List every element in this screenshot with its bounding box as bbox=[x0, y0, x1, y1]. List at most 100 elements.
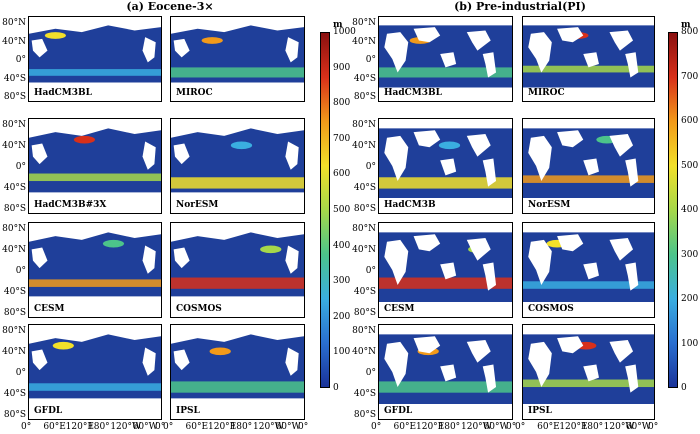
landmass bbox=[31, 143, 48, 165]
lat-tick-label: 40°N bbox=[352, 347, 376, 357]
lon-tick-label: 60°W bbox=[132, 422, 158, 432]
mixed-layer-band bbox=[523, 379, 654, 388]
lon-tick-label: 60°W bbox=[625, 422, 652, 432]
landmass bbox=[583, 158, 599, 176]
landmass bbox=[440, 158, 457, 176]
lat-tick-label: 40°S bbox=[3, 287, 26, 297]
landmass bbox=[466, 30, 491, 51]
landmass bbox=[173, 143, 190, 165]
left-panel-hadcm3bl: HadCM3BL bbox=[28, 16, 162, 102]
map-field bbox=[523, 223, 654, 317]
left-panel-cosmos: COSMOS bbox=[170, 222, 305, 318]
mixed-layer-patch bbox=[260, 245, 282, 254]
model-label: COSMOS bbox=[174, 304, 224, 315]
landmass bbox=[523, 119, 654, 129]
lat-tick-label: 80°N bbox=[2, 224, 26, 234]
colorbar-tick-label: 400 bbox=[681, 205, 699, 215]
map-field bbox=[29, 119, 161, 213]
lon-tick-label: 0° bbox=[506, 422, 517, 432]
landmass bbox=[173, 349, 190, 371]
lon-tick-label: 0° bbox=[371, 422, 382, 432]
lat-tick-label: 40°N bbox=[2, 36, 26, 47]
landmass bbox=[142, 141, 156, 170]
map-field bbox=[379, 119, 512, 213]
map-field bbox=[523, 119, 654, 213]
lat-tick-label: 40°S bbox=[3, 183, 26, 193]
landmass bbox=[440, 262, 457, 280]
lon-tick-label: 60°E bbox=[537, 422, 560, 432]
landmass bbox=[379, 17, 512, 26]
map-field bbox=[29, 223, 161, 317]
lon-tick-label: 120°E bbox=[559, 422, 588, 432]
landmass bbox=[142, 37, 156, 63]
landmass bbox=[379, 223, 512, 233]
colorbar-tick-label: 900 bbox=[333, 62, 351, 73]
map-field bbox=[171, 119, 304, 213]
left-panel-ipsl: IPSL bbox=[170, 324, 305, 420]
lon-tick-label: 60°E bbox=[393, 422, 417, 432]
colorbar-tick-label: 500 bbox=[333, 205, 351, 215]
left-panel-hadcm3b-3x: HadCM3B#3X bbox=[28, 118, 162, 214]
colorbar-tick-label: 700 bbox=[333, 133, 351, 144]
mixed-layer-band bbox=[29, 173, 161, 182]
lat-tick-label: 80°N bbox=[352, 326, 376, 336]
lon-tick-label: 120°E bbox=[208, 422, 237, 432]
left-colorbar bbox=[320, 32, 330, 388]
lat-tick-label: 40°N bbox=[2, 245, 26, 255]
landmass bbox=[413, 27, 441, 43]
landmass bbox=[440, 364, 457, 382]
colorbar-tick-label: 1000 bbox=[333, 27, 356, 37]
landmass bbox=[557, 336, 584, 354]
landmass bbox=[384, 341, 409, 388]
lon-tick-label: 120°W bbox=[461, 422, 492, 432]
landmass bbox=[583, 262, 599, 280]
landmass bbox=[384, 32, 409, 73]
map-field bbox=[523, 325, 654, 419]
right-panel-miroc: MIROC bbox=[522, 16, 655, 102]
landmass bbox=[482, 52, 497, 78]
map-field bbox=[171, 325, 304, 419]
lon-tick-label: 120°E bbox=[416, 422, 445, 432]
model-label: IPSL bbox=[174, 406, 202, 417]
landmass bbox=[440, 52, 457, 68]
landmass bbox=[173, 38, 190, 58]
landmass bbox=[171, 17, 304, 34]
colorbar-tick-label: 800 bbox=[333, 98, 351, 109]
landmass bbox=[142, 245, 156, 274]
lon-tick-label: 0° bbox=[163, 422, 174, 432]
landmass bbox=[523, 403, 654, 419]
landmass bbox=[625, 364, 639, 393]
right-colorbar bbox=[668, 32, 678, 388]
model-label: IPSL bbox=[526, 406, 554, 417]
landmass bbox=[609, 238, 634, 261]
lon-tick-label: 60°E bbox=[43, 422, 66, 432]
landmass bbox=[31, 38, 48, 58]
landmass bbox=[583, 364, 599, 382]
lat-tick-label: 0° bbox=[15, 266, 26, 276]
landmass bbox=[528, 239, 552, 286]
lat-tick-label: 80°S bbox=[3, 204, 26, 214]
landmass bbox=[171, 223, 304, 242]
colorbar-tick-label: 100 bbox=[333, 347, 351, 358]
lat-tick-label: 80°N bbox=[352, 224, 376, 234]
model-label: HadCM3B#3X bbox=[32, 200, 109, 211]
lat-tick-label: 40°S bbox=[353, 389, 376, 399]
landmass bbox=[528, 341, 552, 388]
model-label: CESM bbox=[32, 304, 67, 315]
map-field bbox=[379, 17, 512, 101]
mixed-layer-patch bbox=[44, 32, 66, 39]
right-panel-cosmos: COSMOS bbox=[522, 222, 655, 318]
lat-tick-label: 40°S bbox=[353, 73, 376, 84]
colorbar-tick-label: 300 bbox=[333, 276, 351, 287]
landmass bbox=[609, 30, 634, 51]
colorbar-unit: m bbox=[333, 20, 343, 30]
right-panel-hadcm3bl: HadCM3BL bbox=[378, 16, 513, 102]
landmass bbox=[528, 135, 552, 182]
map-field bbox=[171, 223, 304, 317]
landmass bbox=[523, 325, 654, 335]
mixed-layer-patch bbox=[230, 141, 253, 150]
model-label: CESM bbox=[382, 304, 417, 315]
lat-tick-label: 80°S bbox=[3, 92, 26, 102]
lat-tick-label: 40°S bbox=[353, 287, 376, 297]
mixed-layer-band bbox=[379, 67, 512, 78]
